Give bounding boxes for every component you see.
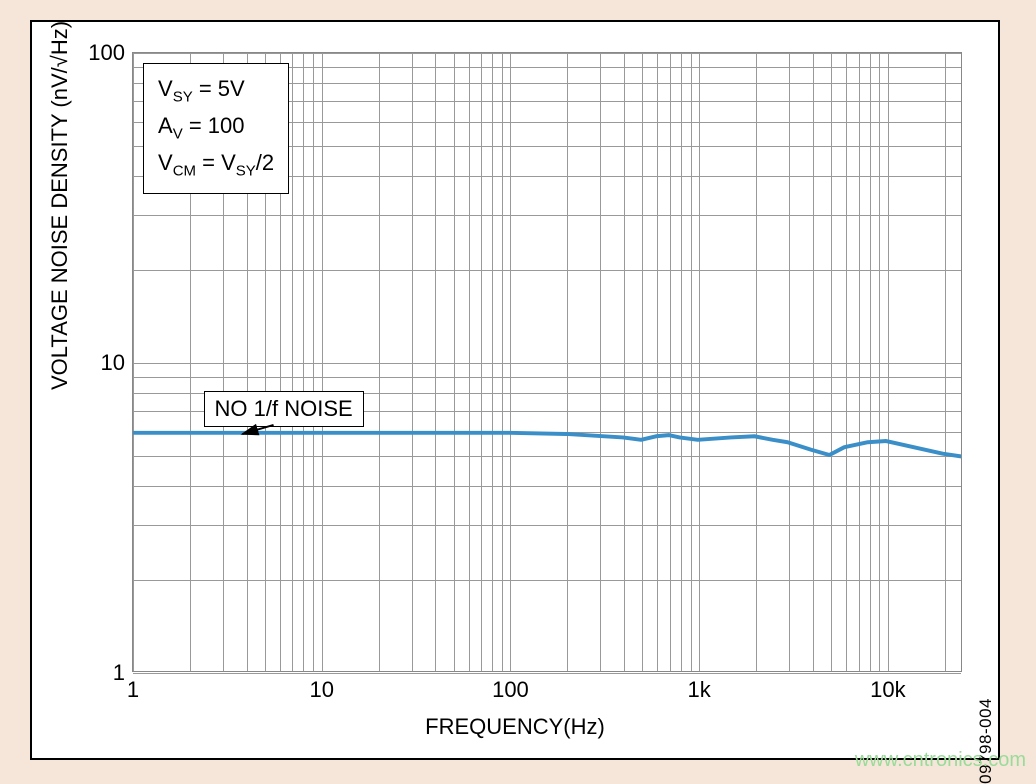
x-axis-label: FREQUENCY(Hz) <box>425 714 605 740</box>
y-tick-label: 10 <box>101 350 133 376</box>
chart-frame: VOLTAGE NOISE DENSITY (nV/√Hz) VSY = 5V … <box>30 20 1000 760</box>
y-axis-label: VOLTAGE NOISE DENSITY (nV/√Hz) <box>47 21 73 390</box>
x-tick-label: 100 <box>492 671 529 703</box>
plot-area: VSY = 5V AV = 100 VCM = VSY/2 NO 1/f NOI… <box>132 52 962 672</box>
condition-vsy: VSY = 5V <box>158 72 274 109</box>
y-tick-label: 100 <box>88 40 133 66</box>
x-axis-label-text: FREQUENCY(Hz) <box>425 714 605 739</box>
y-axis-label-text: VOLTAGE NOISE DENSITY (nV/√Hz) <box>47 21 72 390</box>
y-tick-label: 1 <box>113 660 133 686</box>
x-tick-label: 10k <box>870 671 905 703</box>
conditions-box: VSY = 5V AV = 100 VCM = VSY/2 <box>143 63 289 194</box>
x-tick-label: 1k <box>688 671 711 703</box>
watermark: www.cntronics.com <box>855 749 1026 772</box>
x-tick-label: 10 <box>309 671 333 703</box>
annotation-no-1f-noise: NO 1/f NOISE <box>204 391 364 427</box>
condition-vcm: VCM = VSY/2 <box>158 146 274 183</box>
annotation-text: NO 1/f NOISE <box>215 396 353 421</box>
condition-av: AV = 100 <box>158 109 274 146</box>
